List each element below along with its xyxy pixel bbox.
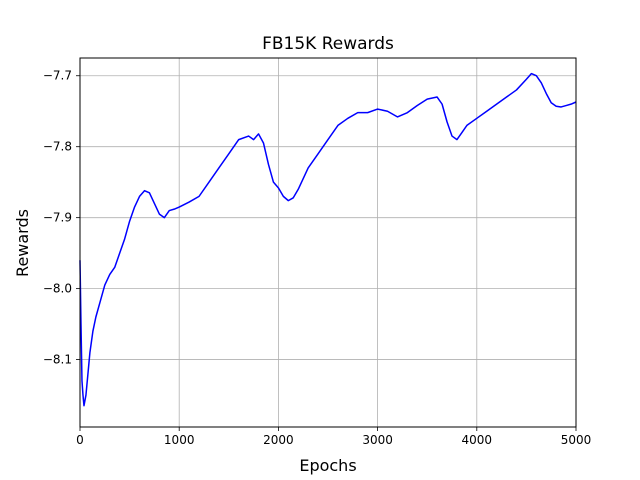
x-axis-label: Epochs (299, 456, 356, 475)
y-axis-ticks: −8.1 −8.0 −7.9 −7.8 −7.7 (43, 69, 80, 367)
y-axis-label: Rewards (13, 209, 32, 277)
x-tick-label: 3000 (362, 433, 393, 447)
x-tick-label: 1000 (164, 433, 195, 447)
series-line (79, 72, 577, 407)
x-tick-label: 0 (76, 433, 84, 447)
x-tick-label: 2000 (263, 433, 294, 447)
y-tick-label: −7.9 (43, 211, 72, 225)
y-tick-label: −8.1 (43, 353, 72, 367)
x-tick-label: 4000 (462, 433, 493, 447)
plot-frame (79, 57, 577, 428)
y-tick-label: −7.7 (43, 69, 72, 83)
y-tick-label: −8.0 (43, 282, 72, 296)
x-axis-ticks: 0 1000 2000 3000 4000 5000 (76, 427, 591, 447)
series-layer (79, 72, 577, 407)
x-tick-label: 5000 (561, 433, 592, 447)
y-tick-label: −7.8 (43, 140, 72, 154)
chart-title: FB15K Rewards (262, 34, 394, 54)
